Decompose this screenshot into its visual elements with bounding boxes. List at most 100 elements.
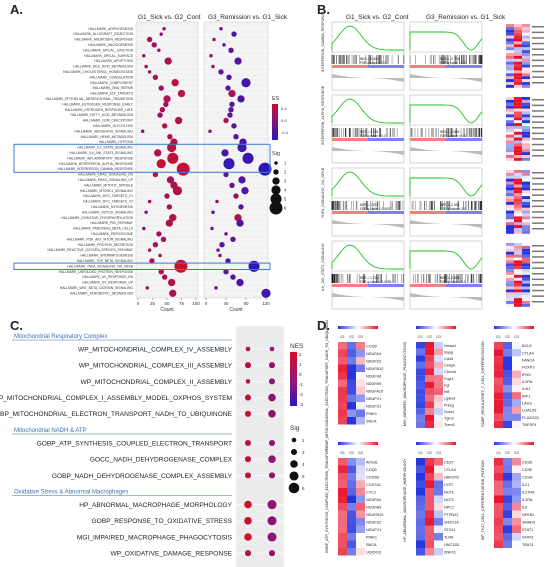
heatmap-cell bbox=[356, 357, 365, 365]
gene-label-mark bbox=[532, 143, 544, 146]
pathway-label: HALLMARK_SPERMATOGENESIS bbox=[81, 254, 134, 258]
heat-cell bbox=[506, 38, 514, 42]
sick-vs-cont-dot bbox=[147, 248, 152, 252]
heatmap-cell bbox=[503, 377, 512, 385]
heat-cell bbox=[514, 178, 522, 182]
gsea-stat: NES = -2.774 bbox=[440, 57, 459, 61]
nes-dot-g3-vs-g1 bbox=[267, 532, 277, 542]
heat-cell bbox=[522, 105, 530, 109]
nes-dot-g1-vs-g2 bbox=[244, 472, 252, 479]
heatmap-cell bbox=[416, 375, 425, 382]
gene-label: Cebpb bbox=[444, 364, 455, 368]
heat-cell bbox=[522, 230, 530, 234]
gene-label: Cd44 bbox=[444, 357, 453, 361]
heatmap-cell bbox=[338, 540, 347, 548]
gsea-stat: NES = 1.978 bbox=[360, 130, 378, 134]
heat-cell bbox=[514, 35, 522, 39]
nes-legend-title: NES bbox=[290, 343, 304, 350]
heat-cell bbox=[514, 79, 522, 82]
heat-cell bbox=[514, 137, 522, 141]
heatmap-cell bbox=[494, 377, 503, 385]
heat-cell bbox=[514, 47, 522, 51]
heatmap-cell bbox=[338, 458, 347, 466]
heat-cell bbox=[522, 207, 530, 211]
heat-cell bbox=[506, 263, 514, 267]
nes-dot-g3-vs-g1 bbox=[267, 500, 277, 510]
heatmap-cell bbox=[512, 510, 521, 518]
remission-vs-sick-dot bbox=[227, 112, 233, 118]
heatmap-cell bbox=[503, 510, 512, 518]
gene-label: NDUFA4 bbox=[366, 352, 381, 356]
sick-vs-cont-dot bbox=[157, 112, 163, 118]
heat-cell bbox=[514, 102, 522, 106]
heat-cell bbox=[514, 64, 522, 68]
heatmap-colorbar bbox=[338, 442, 378, 445]
heatmap-cell bbox=[347, 402, 356, 410]
heatmap-col-label: G3 bbox=[436, 451, 441, 455]
heat-cell bbox=[514, 61, 522, 65]
gene-label-mark bbox=[532, 127, 544, 129]
remission-vs-sick-dot bbox=[231, 123, 237, 129]
rank-bar-pos bbox=[410, 65, 446, 68]
heat-cell bbox=[506, 175, 514, 179]
heatmap-cell bbox=[338, 394, 347, 402]
gene-label-mark bbox=[532, 205, 544, 208]
gene-label: NDUFB9 bbox=[366, 382, 381, 386]
heatmap-cell bbox=[425, 525, 434, 533]
pathway-label: HALLMARK_PEROXISOME bbox=[91, 232, 134, 236]
gene-label-mark bbox=[532, 228, 544, 230]
heatmap-cell bbox=[356, 533, 365, 541]
nes-dot-g3-vs-g1 bbox=[268, 393, 276, 402]
heat-cell bbox=[506, 219, 514, 223]
heat-cell bbox=[506, 128, 514, 132]
heat-cell bbox=[522, 298, 530, 301]
heatmap-cell bbox=[494, 488, 503, 496]
gsea-stat: NES = 1.971 bbox=[360, 203, 378, 207]
heatmap-title: HP_ABNORMAL_MACROPHAGE_MORPHOLOGY bbox=[403, 458, 407, 542]
heat-cell bbox=[506, 243, 514, 246]
heatmap-col-label: G3 bbox=[358, 335, 363, 339]
sig-legend-dot bbox=[270, 193, 282, 205]
heat-cell bbox=[514, 214, 522, 217]
gene-label-mark bbox=[532, 301, 544, 303]
heat-cell bbox=[506, 44, 514, 48]
heatmap: MGI_IMPAIRED_MACROPHAGE_PHAGOCYTOSIS G1 G2… bbox=[403, 326, 456, 428]
heat-cell bbox=[522, 79, 530, 82]
pathway-label: HALLMARK_EPITHELIAL_MESENCHYMAL_TRANSITI… bbox=[46, 97, 134, 101]
pathway-label: HALLMARK_TNFA_SIGNALING_VIA_NFKB bbox=[67, 264, 133, 268]
heat-cell bbox=[514, 126, 522, 129]
heat-cell bbox=[514, 277, 522, 281]
sig-legend-label: 6 bbox=[302, 486, 305, 491]
heatmap-cell bbox=[434, 488, 443, 496]
remission-vs-sick-dot bbox=[215, 199, 219, 204]
heatmap-col-label: G2 bbox=[505, 335, 510, 339]
panel-b: G1_Sick vs. G2_Cont G3_Remission vs. G1_… bbox=[318, 0, 550, 318]
heatmap-cell bbox=[356, 541, 365, 549]
sig-legend-dot bbox=[290, 448, 298, 456]
heatmap-colorbar bbox=[416, 326, 456, 329]
heat-cell bbox=[522, 26, 530, 30]
heatmap-cell bbox=[512, 370, 521, 378]
heatmap-cell bbox=[416, 401, 425, 409]
heat-cell bbox=[506, 213, 514, 217]
remission-vs-sick-dot bbox=[233, 134, 239, 140]
facet-panel-1 bbox=[135, 21, 199, 299]
rank-bar-pos bbox=[332, 65, 368, 68]
gene-label-mark bbox=[532, 54, 544, 56]
remission-vs-sick-dot bbox=[226, 74, 232, 81]
sick-vs-cont-dot bbox=[145, 286, 150, 290]
nes-dot-g1-vs-g2 bbox=[245, 379, 251, 384]
pathway-label: HALLMARK_UV_RESPONSE_DN bbox=[82, 275, 134, 279]
sig-legend-label: 5 bbox=[302, 474, 305, 479]
heat-cell bbox=[506, 70, 514, 74]
nes-legend-tick: -1 bbox=[299, 382, 303, 387]
heatmap-cell bbox=[338, 364, 347, 372]
gene-label: IL21 bbox=[522, 483, 529, 487]
heatmap-cell bbox=[425, 361, 434, 369]
remission-vs-sick-dot bbox=[223, 171, 229, 178]
heat-cell bbox=[506, 120, 514, 124]
gene-label: Tgm2 bbox=[444, 417, 454, 421]
heat-cell bbox=[522, 38, 530, 42]
heatmap-title: WP_TH17_CELL_DIFFERENTIATION_PATHWAY bbox=[481, 459, 485, 540]
heat-cell bbox=[522, 248, 530, 252]
